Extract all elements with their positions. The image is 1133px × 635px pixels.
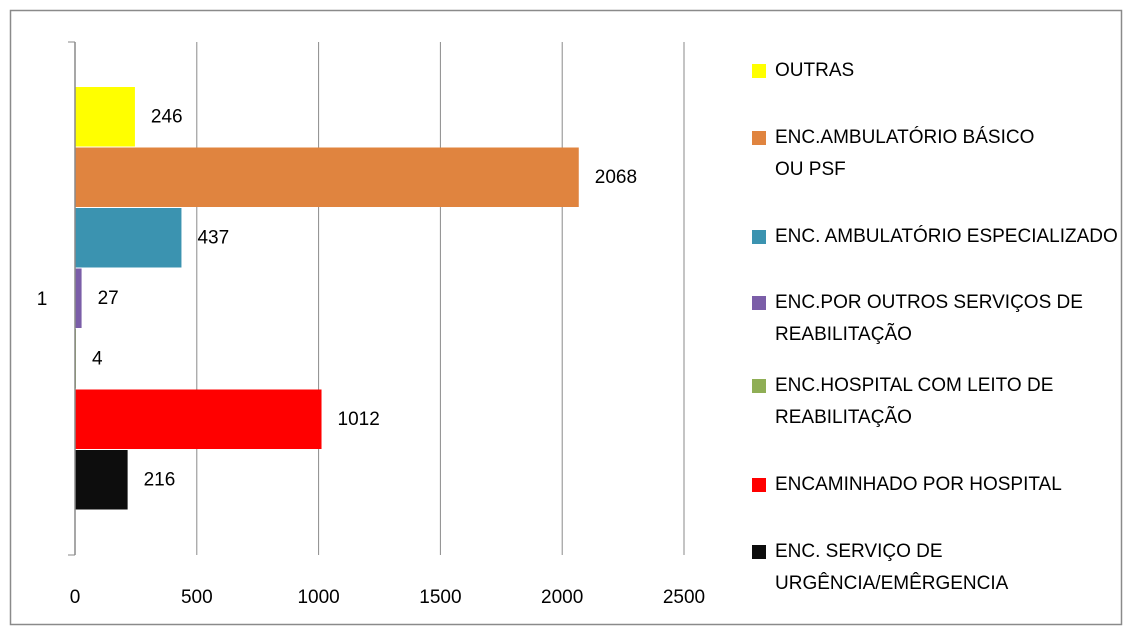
- legend-label: ENC.POR OUTROS SERVIÇOS DE REABILITAÇÃO: [775, 292, 1083, 346]
- legend-label: ENC.AMBULATÓRIO BÁSICO OU PSF: [775, 126, 1035, 180]
- legend-item: ENC. AMBULATÓRIO ESPECIALIZADO: [752, 221, 1122, 253]
- category-label: 1: [37, 289, 48, 310]
- x-tick-label: 2000: [541, 587, 583, 608]
- data-label: 246: [151, 106, 183, 127]
- legend-swatch: [752, 229, 766, 244]
- chart-border: [9, 9, 1123, 626]
- data-label: 27: [98, 288, 119, 309]
- legend-swatch: [752, 64, 766, 78]
- legend-label: ENC.HOSPITAL COM LEITO DE REABILITAÇÃO: [775, 375, 1054, 429]
- legend-swatch: [752, 478, 766, 492]
- legend-item: ENC. SERVIÇO DE URGÊNCIA/EMÊRGENCIA: [752, 536, 1122, 600]
- legend-swatch: [752, 544, 766, 559]
- x-tick-label: 1500: [419, 587, 461, 608]
- bar: [75, 450, 128, 510]
- legend-label: ENC. AMBULATÓRIO ESPECIALIZADO: [775, 225, 1118, 247]
- data-label: 2068: [595, 167, 637, 188]
- bar: [75, 268, 82, 328]
- x-tick-label: 2500: [663, 587, 705, 608]
- legend-item: OUTRAS: [752, 55, 1122, 87]
- legend-item: ENCAMINHADO POR HOSPITAL: [752, 469, 1122, 501]
- bar: [75, 87, 135, 147]
- data-label: 1012: [338, 409, 380, 430]
- legend-label: OUTRAS: [775, 60, 855, 81]
- legend-item: ENC.AMBULATÓRIO BÁSICO OU PSF: [752, 122, 1122, 186]
- legend-label: ENC. SERVIÇO DE URGÊNCIA/EMÊRGENCIA: [775, 540, 1009, 594]
- legend-item: ENC.HOSPITAL COM LEITO DE REABILITAÇÃO: [752, 370, 1122, 434]
- x-tick-label: 0: [70, 587, 81, 608]
- x-tick-label: 1000: [297, 587, 339, 608]
- legend-swatch: [752, 296, 766, 311]
- legend-swatch: [752, 130, 766, 145]
- data-label: 4: [92, 348, 103, 369]
- x-tick-label: 500: [181, 587, 213, 608]
- data-label: 437: [197, 227, 229, 248]
- bar: [75, 208, 182, 268]
- legend-swatch: [752, 379, 766, 394]
- bar: [75, 147, 579, 207]
- legend-item: ENC.POR OUTROS SERVIÇOS DE REABILITAÇÃO: [752, 287, 1122, 351]
- data-label: 216: [144, 469, 176, 490]
- legend-label: ENCAMINHADO POR HOSPITAL: [775, 474, 1062, 495]
- bar: [75, 389, 322, 449]
